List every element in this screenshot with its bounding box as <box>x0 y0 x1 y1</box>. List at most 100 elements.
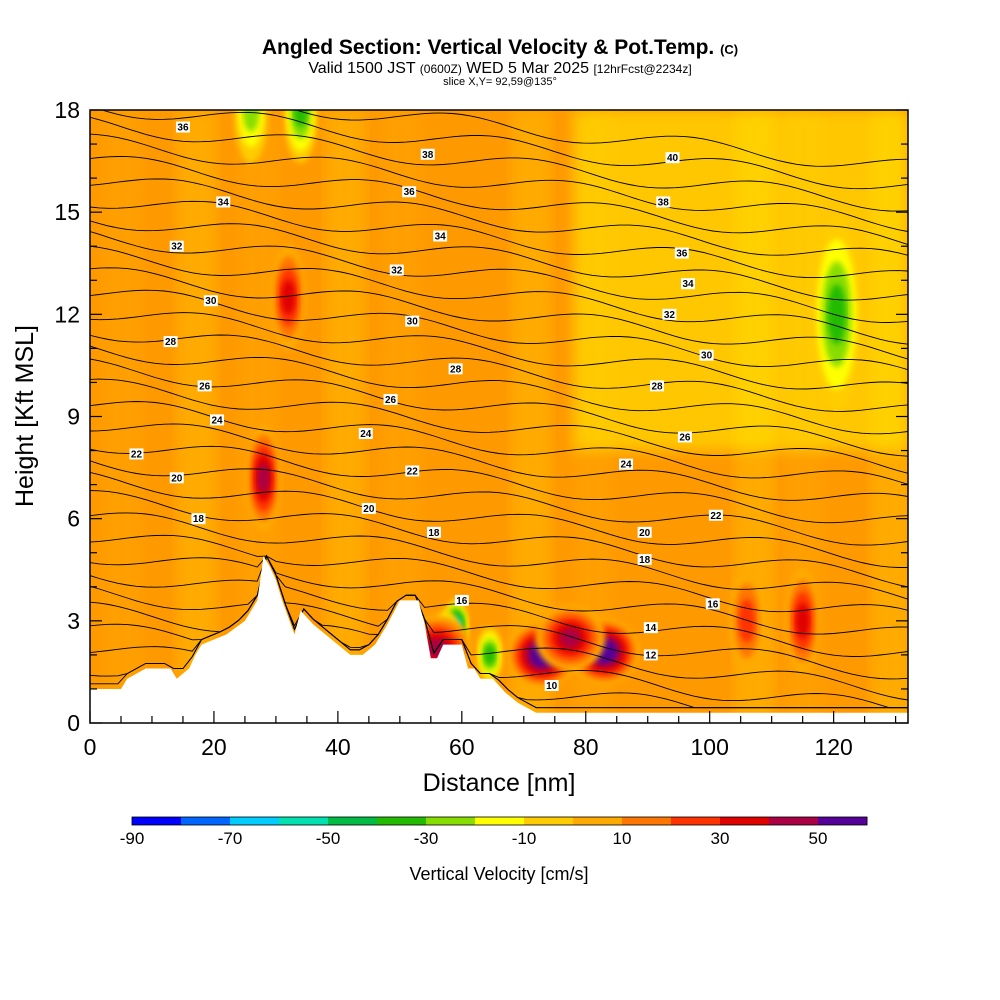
theta-contour-line <box>90 555 908 635</box>
slice-info: slice X,Y= 92,59@135° <box>443 76 557 88</box>
plot-area: 10 12 14 16 16 18 18 18 20 20 20 22 22 22 24 24 24 26 26 26… <box>90 110 908 723</box>
contour-label-box <box>175 121 190 133</box>
y-tick-label: 18 <box>54 97 80 123</box>
theta-contour-line <box>90 460 908 546</box>
contour-label-box <box>402 186 417 198</box>
contour-label: 32 <box>664 310 676 321</box>
velocity-bands <box>102 110 908 723</box>
theta-contour-line <box>90 445 908 524</box>
valid-time: Valid 1500 JST <box>308 60 416 77</box>
contour-label-box <box>129 448 144 460</box>
theta-contour-line <box>90 116 908 212</box>
contour-label: 34 <box>435 232 447 243</box>
colorbar-tick-label: 50 <box>809 829 828 848</box>
contour-label: 14 <box>645 623 657 634</box>
theta-contour-line <box>90 345 908 435</box>
x-tick-label: 40 <box>325 734 351 760</box>
contour-label: 22 <box>710 511 722 522</box>
chart-title-main: Angled Section: Vertical Velocity & Pot.… <box>261 36 715 59</box>
colorbar-swatch <box>622 817 672 825</box>
colorbar-tick-label: -90 <box>120 829 145 848</box>
contour-label: 22 <box>131 449 143 460</box>
y-tick-label: 9 <box>67 404 80 430</box>
forecast-info: [12hrFcst@2234z] <box>593 62 692 76</box>
theta-contour-line <box>90 220 908 301</box>
colorbar-tick-label: -30 <box>414 829 439 848</box>
theta-contour-line <box>90 334 908 412</box>
contour-label: 24 <box>360 429 372 440</box>
contour-label-box <box>405 315 420 327</box>
colorbar-frame <box>131 816 868 826</box>
theta-contour-labels: 10 12 14 16 16 18 18 18 20 20 20 22 22 22 24 24 24 26 26 26… <box>129 121 723 692</box>
theta-contour-line <box>90 231 908 323</box>
chart-subtitle: Valid 1500 JST (0600Z) WED 5 Mar 2025 [1… <box>0 60 1000 78</box>
y-tick-label: 6 <box>67 506 80 532</box>
colorbar-swatch <box>524 817 574 825</box>
contour-label-box <box>426 526 441 538</box>
contour-label-box <box>619 458 634 470</box>
theta-contour-line <box>90 512 908 600</box>
contour-label: 18 <box>639 555 651 566</box>
y-tick-label: 12 <box>54 301 80 327</box>
contour-label: 22 <box>407 466 419 477</box>
colorbar-swatch <box>818 817 868 825</box>
velocity-feature <box>281 280 296 315</box>
contour-label-box <box>389 264 404 276</box>
contour-label-box <box>361 502 376 514</box>
contour-label: 26 <box>385 395 397 406</box>
colorbar-title: Vertical Velocity [cm/s] <box>409 864 588 884</box>
theta-contour-line <box>294 110 908 167</box>
colorbar-swatch <box>475 817 525 825</box>
contour-label-box <box>544 680 559 692</box>
theta-contour-line <box>90 267 908 360</box>
contour-label: 12 <box>645 650 657 661</box>
x-tick-label: 80 <box>573 734 599 760</box>
colorbar-tick-label: -10 <box>512 829 537 848</box>
contour-label: 40 <box>667 153 679 164</box>
contour-label-box <box>216 196 231 208</box>
theta-contour-line <box>90 554 908 680</box>
contour-label: 26 <box>679 432 691 443</box>
terrain <box>90 556 908 723</box>
contour-label: 18 <box>428 528 440 539</box>
velocity-feature <box>738 599 756 643</box>
theta-contour-line <box>90 289 908 371</box>
theta-contour-line <box>90 133 908 232</box>
contour-label: 36 <box>676 249 688 260</box>
contour-label-box <box>637 526 652 538</box>
contour-label-box <box>454 594 469 606</box>
colorbar-swatch <box>279 817 329 825</box>
colorbar-swatch <box>573 817 623 825</box>
velocity-feature <box>559 627 581 648</box>
x-tick-label: 0 <box>84 734 97 760</box>
colorbar: -90 -70 -50 -30 -10 10 30 50 <box>120 816 868 848</box>
contour-label-box <box>420 148 435 160</box>
contour-label-box <box>197 380 212 392</box>
contour-label-box <box>699 349 714 361</box>
contour-label-box <box>210 414 225 426</box>
theta-contour-line <box>90 378 908 474</box>
contour-label-box <box>433 230 448 242</box>
chart-title-unit: (C) <box>720 42 739 57</box>
velocity-feature <box>827 284 847 345</box>
velocity-feature <box>483 644 496 666</box>
contour-label: 32 <box>391 266 403 277</box>
colorbar-swatch <box>181 817 231 825</box>
colorbar-tick-label: 10 <box>613 829 632 848</box>
y-tick-label: 0 <box>67 710 80 736</box>
contour-label: 18 <box>193 514 205 525</box>
theta-contour-line <box>90 245 908 345</box>
colorbar-swatch <box>720 817 770 825</box>
contour-label: 38 <box>658 197 670 208</box>
contour-label: 26 <box>199 381 211 392</box>
contour-label-box <box>650 380 665 392</box>
contour-label-box <box>169 472 184 484</box>
contour-label: 28 <box>450 364 462 375</box>
colorbar-swatch <box>132 817 182 825</box>
x-tick-label: 60 <box>449 734 475 760</box>
contour-label: 30 <box>205 296 217 307</box>
theta-contour-line <box>90 178 908 256</box>
contour-label: 28 <box>165 337 177 348</box>
contour-label: 36 <box>404 187 416 198</box>
contour-label: 36 <box>177 123 189 134</box>
